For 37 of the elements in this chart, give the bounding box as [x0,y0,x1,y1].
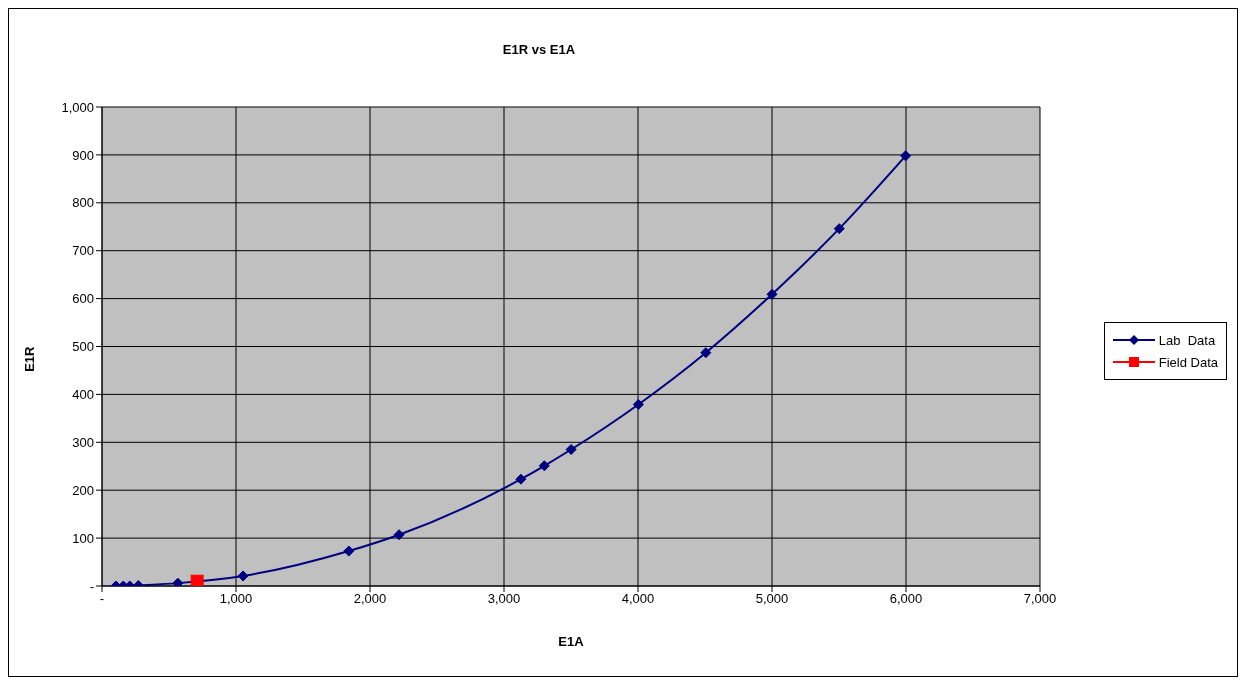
x-tick-label: - [99,591,105,607]
legend-label: Field Data [1158,354,1218,370]
x-tick-label: 2,000 [353,591,387,607]
point [190,574,204,586]
chart-title: E1R vs E1A [501,42,577,57]
point [833,223,845,235]
point [393,529,405,541]
y-tick-label: 800 [72,195,94,211]
point [172,577,184,586]
point [237,570,249,582]
y-tick-label: - [89,578,94,594]
y-tick-label: 500 [72,339,94,355]
y-tick-label: 1,000 [61,99,94,115]
y-tick-label: 200 [72,482,94,498]
point [565,443,577,455]
point [766,288,778,300]
x-tick-label: 4,000 [621,591,655,607]
x-tick-label: 3,000 [487,591,521,607]
y-tick-label: 600 [72,291,94,307]
x-tick-label: 7,000 [1023,591,1057,607]
point [515,473,527,485]
y-axis-title: E1R [21,345,37,372]
point [700,347,712,359]
point [343,545,355,557]
y-tick-label: 100 [72,530,94,546]
y-tick-label: 700 [72,243,94,259]
y-tick-label: 300 [72,434,94,450]
x-tick-label: 1,000 [219,591,253,607]
x-tick-label: 5,000 [755,591,789,607]
y-tick-label: 400 [72,387,94,403]
point [632,398,644,410]
point [538,460,550,472]
x-axis-title: E1A [558,634,585,649]
y-tick-label: 900 [72,147,94,163]
x-tick-label: 6,000 [889,591,923,607]
point [900,150,912,162]
legend-label: Lab Data [1158,332,1216,348]
